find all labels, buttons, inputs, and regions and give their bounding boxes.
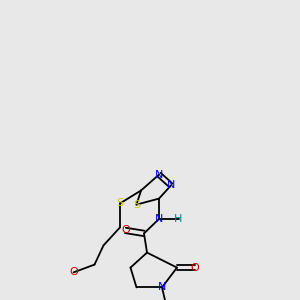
Text: O: O xyxy=(190,262,200,273)
Text: S: S xyxy=(116,198,124,208)
Text: O: O xyxy=(69,267,78,278)
Text: N: N xyxy=(158,282,166,292)
Text: N: N xyxy=(155,169,163,180)
Text: N: N xyxy=(155,214,163,224)
Text: O: O xyxy=(121,225,130,236)
Text: S: S xyxy=(133,200,140,210)
Text: N: N xyxy=(167,180,175,190)
Text: H: H xyxy=(174,214,183,224)
